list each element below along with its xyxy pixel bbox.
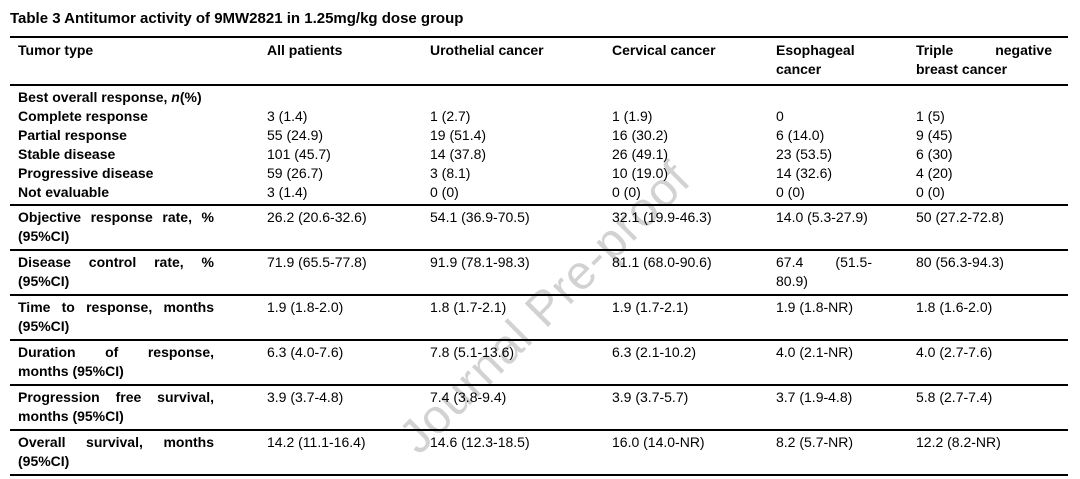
value-cell: 12.2 (8.2-NR) — [916, 430, 1068, 476]
row-label: Progression free survival, months (95%CI… — [10, 385, 267, 431]
value-cell: 6.3 (2.1-10.2) — [612, 340, 776, 386]
value-cell: 1 (5) — [916, 108, 945, 124]
value-cell: 6 (30) — [916, 146, 953, 162]
value-cell: 55 (24.9) — [267, 127, 324, 143]
value-cell: 54.1 (36.9-70.5) — [430, 205, 612, 251]
value-cell: 91.9 (78.1-98.3) — [430, 250, 612, 296]
value-cell: 3 (1.4) — [267, 108, 308, 124]
row-label: Not evaluable — [10, 183, 267, 206]
value-cell: 59 (26.7) — [267, 165, 324, 181]
value-cell: 1 (2.7) — [430, 108, 471, 124]
row-label: Progressive disease — [18, 165, 154, 181]
value-cell: 0 (0) — [916, 183, 1068, 206]
section-label-prefix: Best overall response, — [18, 89, 172, 105]
value-cell: 14.6 (12.3-18.5) — [430, 430, 612, 476]
section-label-suffix: (%) — [179, 89, 202, 105]
value-cell: 26.2 (20.6-32.6) — [267, 205, 430, 251]
value-cell: 4.0 (2.1-NR) — [776, 340, 916, 386]
value-cell: 3.9 (3.7-4.8) — [267, 385, 430, 431]
value-cell: 4 (20) — [916, 165, 953, 181]
value-cell: 3 (8.1) — [430, 165, 471, 181]
table-row-progression-free-survival: Progression free survival, months (95%CI… — [10, 385, 1068, 431]
value-cell: 6.3 (4.0-7.6) — [267, 340, 430, 386]
value-cell: 0 (0) — [612, 183, 776, 206]
value-cell: 3.7 (1.9-4.8) — [776, 385, 916, 431]
antitumor-activity-table: Tumor type All patients Urothelial cance… — [10, 36, 1068, 476]
col-header-all-patients: All patients — [267, 36, 430, 86]
value-cell: 0 (0) — [430, 183, 612, 206]
value-cell: 3 (1.4) — [267, 183, 430, 206]
col-header-tumor-type: Tumor type — [10, 36, 267, 86]
value-cell: 1.9 (1.7-2.1) — [612, 295, 776, 341]
value-cell: 32.1 (19.9-46.3) — [612, 205, 776, 251]
section-row-best-overall-response: Best overall response, n(%) — [10, 85, 1068, 107]
table-row-partial-response: Partial response 55 (24.9) 19 (51.4) 16 … — [10, 126, 1068, 145]
row-label: Duration of response, months (95%CI) — [10, 340, 267, 386]
value-cell: 26 (49.1) — [612, 146, 669, 162]
table-row-overall-survival: Overall survival, months (95%CI) 14.2 (1… — [10, 430, 1068, 476]
value-cell: 5.8 (2.7-7.4) — [916, 385, 1068, 431]
table-row-complete-response: Complete response 3 (1.4) 1 (2.7) 1 (1.9… — [10, 107, 1068, 126]
row-label: Objective response rate, % (95%CI) — [10, 205, 267, 251]
value-cell: 1 (1.9) — [612, 108, 653, 124]
value-cell: 67.4 (51.5-80.9) — [776, 250, 916, 296]
value-cell: 80 (56.3-94.3) — [916, 250, 1068, 296]
value-cell: 101 (45.7) — [267, 146, 331, 162]
row-label: Complete response — [18, 108, 148, 124]
row-label: Stable disease — [18, 146, 116, 162]
value-cell: 7.8 (5.1-13.6) — [430, 340, 612, 386]
table-row-time-to-response: Time to response, months (95%CI) 1.9 (1.… — [10, 295, 1068, 341]
value-cell: 23 (53.5) — [776, 146, 833, 162]
table-row-objective-response-rate: Objective response rate, % (95%CI) 26.2 … — [10, 205, 1068, 251]
value-cell: 3.9 (3.7-5.7) — [612, 385, 776, 431]
value-cell: 10 (19.0) — [612, 165, 669, 181]
col-header-triple-negative-breast-cancer: Triple negative breast cancer — [916, 36, 1068, 86]
value-cell: 1.8 (1.7-2.1) — [430, 295, 612, 341]
value-cell: 14 (37.8) — [430, 146, 487, 162]
col-header-urothelial-cancer: Urothelial cancer — [430, 36, 612, 86]
table-row-duration-of-response: Duration of response, months (95%CI) 6.3… — [10, 340, 1068, 386]
value-cell: 19 (51.4) — [430, 127, 487, 143]
value-wrapped: 67.4 (51.5-80.9) — [776, 254, 872, 289]
section-label-italic-n: n — [171, 89, 180, 105]
value-cell: 14.2 (11.1-16.4) — [267, 430, 430, 476]
value-cell: 9 (45) — [916, 127, 953, 143]
table-row-progressive-disease: Progressive disease 59 (26.7) 3 (8.1) 10… — [10, 164, 1068, 183]
value-cell: 81.1 (68.0-90.6) — [612, 250, 776, 296]
value-cell: 16.0 (14.0-NR) — [612, 430, 776, 476]
col-header-esophageal-cancer: Esophageal cancer — [776, 36, 916, 86]
value-cell: 0 (0) — [776, 183, 916, 206]
row-label: Disease control rate, % (95%CI) — [10, 250, 267, 296]
row-label: Time to response, months (95%CI) — [10, 295, 267, 341]
value-cell: 4.0 (2.7-7.6) — [916, 340, 1068, 386]
value-cell: 14.0 (5.3-27.9) — [776, 205, 916, 251]
value-cell: 6 (14.0) — [776, 127, 825, 143]
value-cell: 1.9 (1.8-NR) — [776, 295, 916, 341]
value-cell: 16 (30.2) — [612, 127, 669, 143]
table-row-stable-disease: Stable disease 101 (45.7) 14 (37.8) 26 (… — [10, 145, 1068, 164]
value-cell: 8.2 (5.7-NR) — [776, 430, 916, 476]
value-cell: 14 (32.6) — [776, 165, 833, 181]
value-cell: 71.9 (65.5-77.8) — [267, 250, 430, 296]
value-cell: 50 (27.2-72.8) — [916, 205, 1068, 251]
row-label: Partial response — [18, 127, 127, 143]
row-label: Overall survival, months (95%CI) — [10, 430, 267, 476]
value-cell: 7.4 (3.8-9.4) — [430, 385, 612, 431]
table-row-not-evaluable: Not evaluable 3 (1.4) 0 (0) 0 (0) 0 (0) … — [10, 183, 1068, 206]
table-row-disease-control-rate: Disease control rate, % (95%CI) 71.9 (65… — [10, 250, 1068, 296]
col-header-cervical-cancer: Cervical cancer — [612, 36, 776, 86]
value-cell: 1.8 (1.6-2.0) — [916, 295, 1068, 341]
table-title: Table 3 Antitumor activity of 9MW2821 in… — [10, 10, 464, 27]
section-header-label: Best overall response, n(%) — [10, 85, 1068, 107]
header-row: Tumor type All patients Urothelial cance… — [10, 36, 1068, 86]
value-cell: 1.9 (1.8-2.0) — [267, 295, 430, 341]
value-cell: 0 — [776, 108, 784, 124]
